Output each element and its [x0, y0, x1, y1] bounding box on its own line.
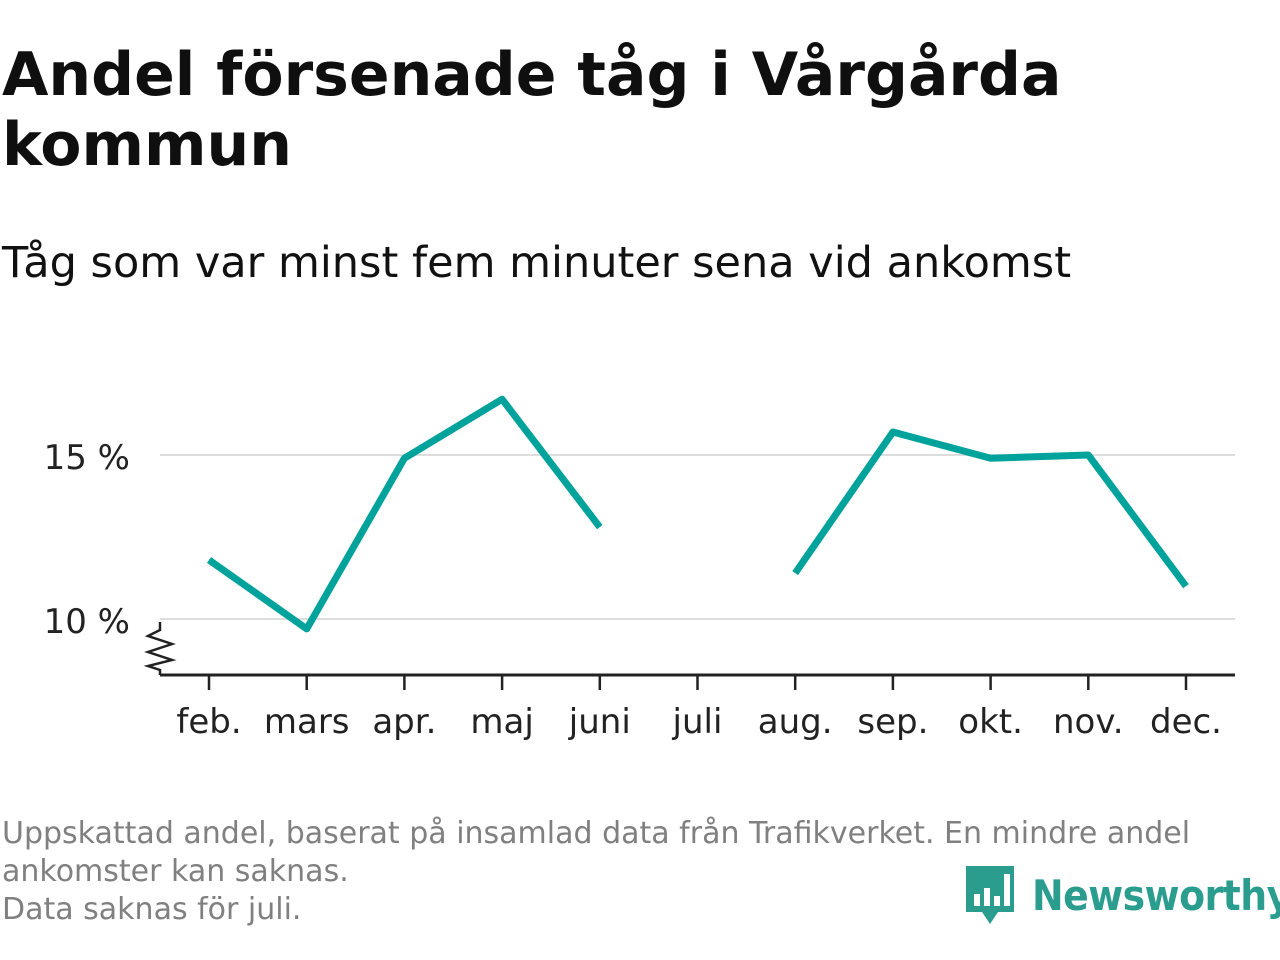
x-tick-label: feb.: [176, 702, 241, 742]
series-line-segment-1: [206, 395, 603, 633]
x-tick-label: maj: [470, 702, 533, 742]
gridlines: [160, 454, 1235, 620]
footnote: Uppskattad andel, baserat på insamlad da…: [2, 815, 1272, 929]
x-tick-label: nov.: [1053, 702, 1124, 742]
x-tick-label: dec.: [1150, 702, 1222, 742]
series-lines: [206, 395, 1189, 633]
y-axis-ticks: 10 % 15 %: [44, 438, 130, 642]
bar-chart-flag-icon: [966, 866, 1014, 924]
line-chart: 10 % 15 % feb. mars apr. maj juni juli aug. sep.…: [44, 395, 1235, 742]
x-tick-label: okt.: [958, 702, 1023, 742]
footnote-line-2: ankomster kan saknas.: [2, 854, 349, 889]
chart-title: Andel försenade tåg i Vårgårda kommun: [2, 40, 1062, 180]
axis-break: [143, 622, 177, 675]
footnote-line-3: Data saknas för juli.: [2, 892, 302, 927]
y-tick-label: 10 %: [44, 602, 130, 642]
chart-subtitle: Tåg som var minst fem minuter sena vid a…: [2, 238, 1072, 288]
x-tick-label: aug.: [758, 702, 833, 742]
x-tick-label: juni: [568, 702, 631, 742]
series-line-segment-2: [792, 428, 1189, 589]
axis-break-mark: [143, 622, 177, 675]
x-tick-label: sep.: [857, 702, 928, 742]
y-tick-label: 15 %: [44, 438, 130, 478]
newsworthy-logo[interactable]: Newsworthy: [964, 862, 1280, 928]
x-tick-label: mars: [264, 702, 350, 742]
x-tick-label: apr.: [372, 702, 436, 742]
brand-name: Newsworthy: [1032, 870, 1280, 920]
x-tick-label: juli: [672, 702, 723, 742]
footnote-line-1: Uppskattad andel, baserat på insamlad da…: [2, 816, 1191, 851]
x-axis-ticks: feb. mars apr. maj juni juli aug. sep. okt. nov. d…: [176, 675, 1222, 742]
